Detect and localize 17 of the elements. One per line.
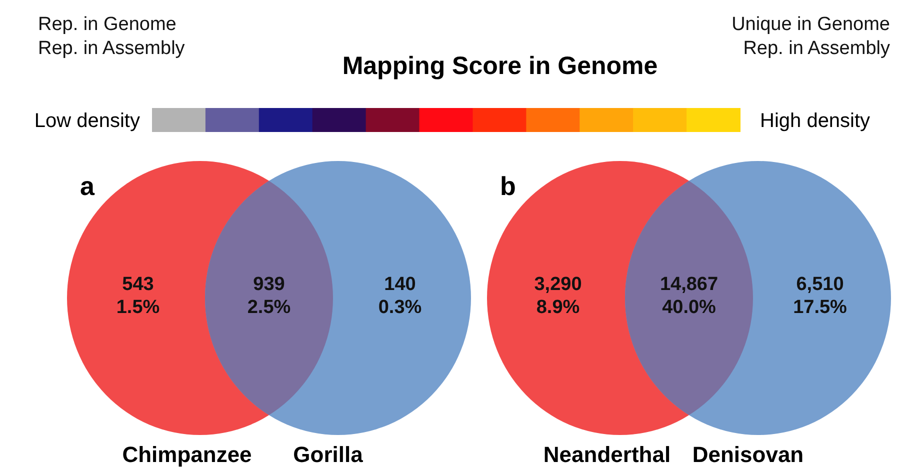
- data-label: 939 2.5%: [247, 274, 291, 318]
- data-label: 3,290 8.9%: [534, 274, 582, 318]
- text: Unique in Genome Rep. in Assembly: [732, 14, 890, 59]
- text: Denisovan: [692, 442, 804, 467]
- text: Mapping Score in Genome: [342, 52, 658, 80]
- text: Low density: [34, 110, 140, 132]
- text: Chimpanzee: [122, 442, 252, 467]
- data-label: 140 0.3%: [378, 274, 422, 318]
- text: b: [500, 171, 516, 201]
- text: Neanderthal: [543, 442, 671, 467]
- data-label: 543 1.5%: [116, 274, 160, 318]
- text: Gorilla: [293, 442, 364, 467]
- data-label: 14,867 40.0%: [660, 274, 718, 318]
- data-label: 6,510 17.5%: [793, 274, 848, 318]
- text: a: [80, 171, 95, 201]
- text: High density: [760, 110, 870, 132]
- text: Rep. in Genome Rep. in Assembly: [38, 14, 186, 59]
